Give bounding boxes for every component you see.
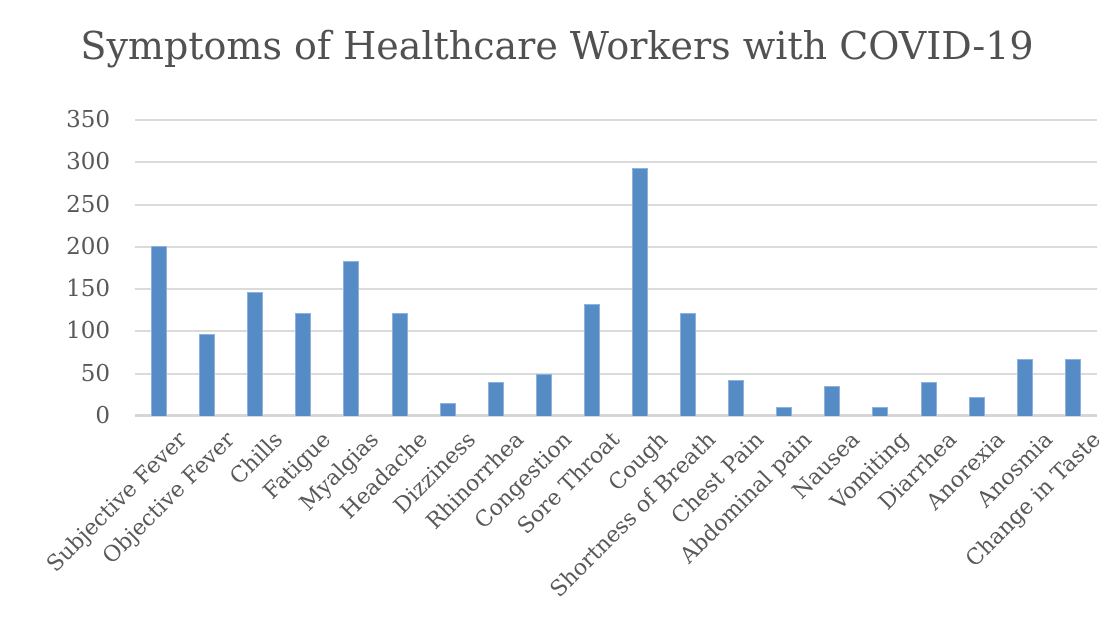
y-tick-label-100: 100 <box>66 318 110 345</box>
bars-layer <box>135 120 1097 416</box>
bar-slot <box>1001 120 1049 416</box>
y-tick-label-150: 150 <box>66 276 110 303</box>
gridline-y-350 <box>135 119 1097 121</box>
x-axis-line <box>135 414 1097 417</box>
bar-slot <box>1049 120 1097 416</box>
bar-slot <box>375 120 423 416</box>
bar-subjective-fever <box>151 246 168 416</box>
bar-slot <box>664 120 712 416</box>
bar-dizziness <box>439 403 456 416</box>
bar-abdominal-pain <box>776 406 793 416</box>
bar-slot <box>616 120 664 416</box>
bar-slot <box>808 120 856 416</box>
bar-slot <box>183 120 231 416</box>
bar-congestion <box>535 373 552 416</box>
bar-diarrhea <box>920 382 937 416</box>
bar-slot <box>568 120 616 416</box>
bar-slot <box>472 120 520 416</box>
bar-nausea <box>824 385 841 416</box>
bar-anorexia <box>968 397 985 416</box>
bar-sore-throat <box>583 303 600 416</box>
bar-chills <box>247 291 264 416</box>
bar-chest-pain <box>728 379 745 416</box>
bar-slot <box>856 120 904 416</box>
y-tick-label-200: 200 <box>66 233 110 260</box>
y-tick-label-250: 250 <box>66 191 110 218</box>
bar-headache <box>391 312 408 416</box>
bar-slot <box>760 120 808 416</box>
gridline-y-150 <box>135 288 1097 291</box>
bar-myalgias <box>343 261 360 416</box>
bar-objective-fever <box>199 333 216 416</box>
bar-slot <box>279 120 327 416</box>
bar-vomiting <box>872 406 889 416</box>
gridline-y-100 <box>135 330 1097 333</box>
chart-title: Symptoms of Healthcare Workers with COVI… <box>80 24 1034 68</box>
bar-slot <box>231 120 279 416</box>
y-tick-label-350: 350 <box>66 107 110 133</box>
bar-slot <box>135 120 183 416</box>
gridline-y-300 <box>135 161 1097 164</box>
y-tick-label-0: 0 <box>95 403 110 429</box>
bar-slot <box>953 120 1001 416</box>
bar-slot <box>327 120 375 416</box>
bar-fatigue <box>295 312 312 416</box>
bar-slot <box>520 120 568 416</box>
bar-shortness-of-breath <box>680 312 697 416</box>
bar-slot <box>905 120 953 416</box>
bar-anosmia <box>1016 358 1033 416</box>
gridline-y-250 <box>135 203 1097 206</box>
bar-rhinorrhea <box>487 382 504 416</box>
plot-area <box>135 119 1097 417</box>
bar-change-in-taste <box>1064 358 1081 416</box>
bar-slot <box>712 120 760 416</box>
bar-cough <box>631 168 648 416</box>
y-tick-label-300: 300 <box>66 149 110 176</box>
bar-slot <box>424 120 472 416</box>
y-tick-label-50: 50 <box>80 360 110 387</box>
gridline-y-50 <box>135 372 1097 375</box>
gridline-y-200 <box>135 245 1097 248</box>
